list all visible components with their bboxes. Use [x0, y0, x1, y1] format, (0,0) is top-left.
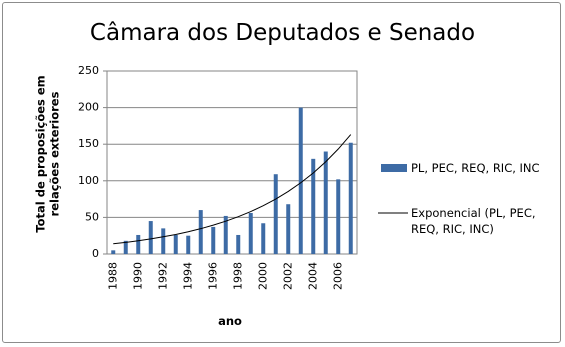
x-tick-label: 2004 — [306, 262, 319, 290]
legend-label: PL, PEC, REQ, RIC, INC — [411, 161, 540, 175]
x-tick-label: 2002 — [281, 262, 294, 290]
y-tick-label: 100 — [78, 174, 99, 187]
bar — [336, 179, 341, 254]
legend-label: Exponencial (PL, PEC, REQ, RIC, INC) — [411, 206, 536, 236]
chart-frame — [2, 2, 561, 343]
bar — [111, 250, 116, 254]
x-tick-label: 1994 — [181, 262, 194, 290]
bar — [236, 234, 241, 254]
y-tick-label: 0 — [92, 247, 99, 260]
bar — [173, 234, 178, 254]
bar — [261, 223, 266, 254]
bar — [123, 240, 128, 254]
y-tick-label: 250 — [78, 64, 99, 77]
bar — [186, 235, 191, 254]
x-tick-label: 2000 — [256, 262, 269, 290]
y-tick-label: 50 — [85, 210, 99, 223]
bar — [286, 204, 291, 254]
y-axis-label: Total de proposições em relações exterio… — [33, 75, 62, 233]
plot-area — [106, 70, 358, 255]
bar — [211, 226, 216, 254]
bar — [161, 228, 166, 254]
x-tick-label: 1998 — [231, 262, 244, 290]
bar — [148, 221, 153, 254]
x-tick-label: 1988 — [106, 262, 119, 290]
bar — [273, 174, 278, 254]
bar — [348, 142, 353, 254]
x-axis-label: ano — [218, 314, 242, 328]
trend-line — [113, 134, 352, 245]
y-tick-label: 150 — [78, 137, 99, 150]
x-tick-label: 1992 — [156, 262, 169, 290]
bar — [248, 213, 253, 254]
x-tick-label: 2006 — [331, 262, 344, 290]
bar — [323, 151, 328, 254]
y-tick-label: 200 — [78, 101, 99, 114]
x-tick-label: 1996 — [206, 262, 219, 290]
x-tick-label: 1990 — [131, 262, 144, 290]
legend-swatch — [381, 164, 407, 172]
bar — [198, 210, 203, 254]
bar — [223, 215, 228, 254]
bar — [311, 158, 316, 254]
bar — [298, 107, 303, 254]
chart-title: Câmara dos Deputados e Senado — [89, 20, 476, 46]
bar — [136, 234, 141, 254]
